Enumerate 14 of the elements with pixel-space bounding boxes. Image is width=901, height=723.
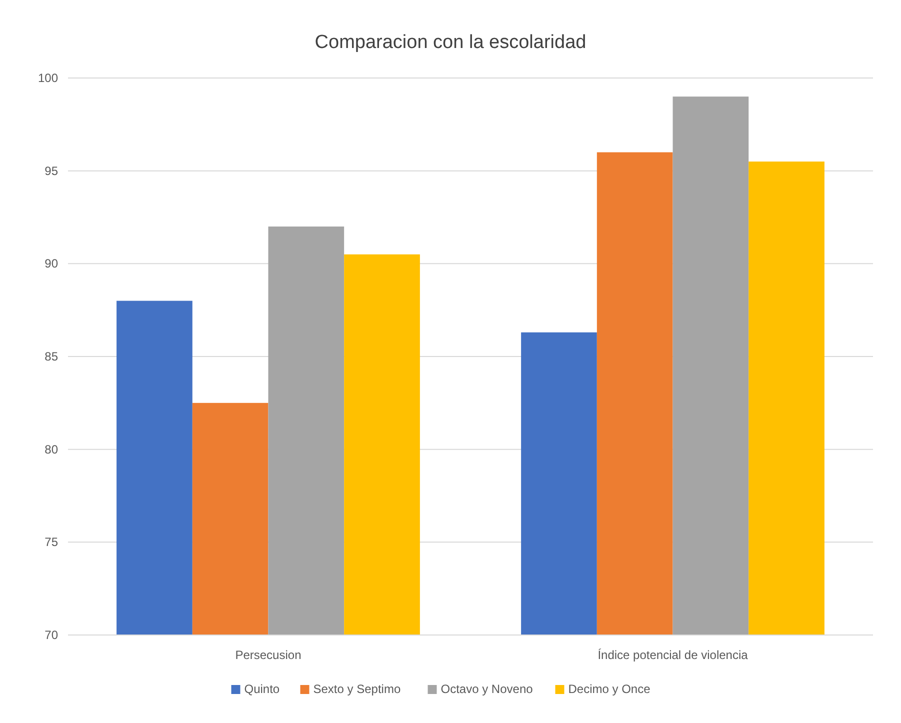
legend-label: Quinto	[244, 682, 280, 696]
y-tick-label: 70	[44, 628, 58, 642]
x-tick-label: Persecusion	[235, 648, 302, 662]
chart-title: Comparacion con la escolaridad	[314, 32, 586, 53]
legend-label: Sexto y Septimo	[313, 682, 401, 696]
legend-label: Octavo y Noveno	[440, 682, 534, 696]
y-tick-label: 80	[44, 442, 58, 456]
y-tick-label: 90	[44, 256, 58, 271]
x-tick-label: Índice potencial de violencia	[598, 648, 748, 662]
legend-label: Decimo y Once	[568, 682, 651, 696]
y-tick-label: 100	[38, 71, 58, 85]
y-tick-label: 95	[44, 164, 58, 178]
y-tick-label: 75	[44, 535, 58, 550]
y-tick-label: 85	[44, 350, 58, 364]
